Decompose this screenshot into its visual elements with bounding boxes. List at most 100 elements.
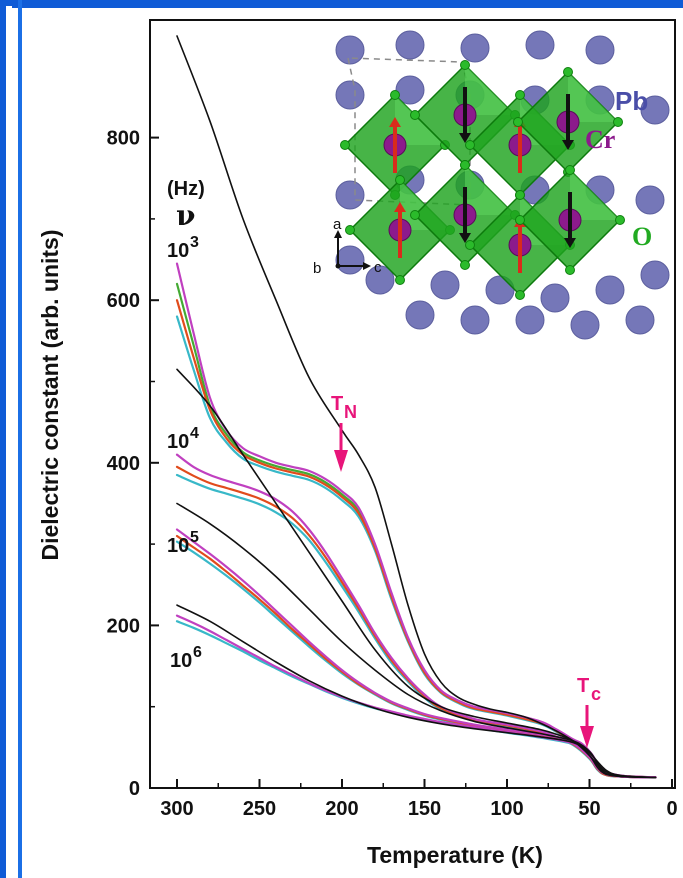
y-tick-label: 800 [107,128,140,150]
spin-down-arrow-icon [459,233,471,243]
o-atom [515,215,525,225]
pb-atom [515,305,545,335]
pb-atom [625,305,655,335]
spin-down-arrow-icon [562,140,574,150]
o-atom [460,260,470,270]
plot-area: 0 200 400 600 800 300 250 200 150 100 50 0 [107,19,678,820]
o-atom [390,90,400,100]
pb-atom [635,185,665,215]
spin-down-arrow-icon [564,238,576,248]
o-atom [565,265,575,275]
pb-atom [460,305,490,335]
spin-up-arrow-icon [389,117,401,127]
frequency-base: 10 [167,535,189,557]
pb-atom [335,80,365,110]
pb-atom [570,310,600,340]
frequency-header: (Hz) [167,178,205,200]
pb-label: Pb [615,86,648,116]
x-tick-label: 0 [666,798,677,820]
series-line-10e3-5 [175,299,657,779]
frequency-exponent: 3 [190,234,199,251]
spin-down-arrow-icon [459,133,471,143]
inset-crystal-structure: Pb Cr O a b c [313,30,670,348]
frequency-exponent: 4 [190,425,199,442]
pb-atom [525,30,555,60]
series-line-10e3-8 [175,262,657,779]
pb-atom [585,35,615,65]
series-line-10e4-13 [176,368,657,779]
y-tick-label: 600 [107,290,140,312]
perovskite-lattice-icon [335,30,670,340]
o-atom [513,117,523,127]
frame-edge [18,0,22,878]
series-line-10e6-15 [176,604,657,779]
o-atom [615,215,625,225]
octahedron-face [465,165,515,215]
tn-subscript: N [344,402,357,422]
octahedron-face [568,72,618,122]
frequency-label-10e4: 10 4 [167,425,199,453]
o-atom [345,225,355,235]
tc-annotation: T c [577,675,601,748]
series-line-10e4-9 [175,453,657,779]
frequency-label-10e5: 10 5 [167,529,199,557]
tn-annotation: T N [331,393,357,472]
frequency-base: 10 [167,240,189,262]
pb-atom [365,265,395,295]
x-tick-label: 50 [578,798,600,820]
x-axis-label: Temperature (K) [367,842,543,868]
spin-up-arrow-icon [394,202,406,212]
o-atom [460,160,470,170]
o-atom [565,165,575,175]
pb-atom [335,245,365,275]
series-line-10e3-0 [175,315,657,779]
pb-atom [395,30,425,60]
o-atom [465,140,475,150]
frequency-exponent: 6 [193,644,202,661]
o-atom [563,67,573,77]
frequency-label-10e3: 10 3 [167,234,199,262]
pb-atom [460,33,490,63]
y-tick-label: 200 [107,615,140,637]
o-atom [410,210,420,220]
x-tick-label: 150 [408,798,441,820]
tc-label: T [577,675,589,697]
series-line-10e5-14 [176,502,657,779]
frequency-legend: (Hz) ν [167,178,205,232]
pb-atom [335,180,365,210]
y-axis-label-group: Dielectric constant (arb. units) [37,229,63,560]
axis-a-label: a [333,216,342,233]
pb-atom [595,275,625,305]
axis-c-label: c [374,259,382,276]
pb-atom [335,35,365,65]
axis-b-point [335,263,341,269]
pb-atom [640,95,670,125]
o-atom [340,140,350,150]
axis-a-arrow-icon [334,230,342,238]
frequency-base: 10 [170,650,192,672]
frequency-label-10e6: 10 6 [170,644,202,672]
o-atom [465,240,475,250]
octahedron-face [465,65,515,115]
plot-frame [149,19,676,789]
cr-label: Cr [585,125,615,154]
o-atom [410,110,420,120]
series-line-10e3-4 [175,282,657,779]
frequency-exponent: 5 [190,529,199,546]
octahedron-face [570,170,620,220]
x-tick-label: 250 [243,798,276,820]
y-tick-label: 400 [107,453,140,475]
y-axis-label: Dielectric constant (arb. units) [37,229,63,560]
o-atom [395,275,405,285]
pb-atom [405,300,435,330]
o-atom [460,60,470,70]
o-atom [515,90,525,100]
tn-label: T [331,393,343,415]
o-atom [515,190,525,200]
tc-subscript: c [591,684,601,704]
tc-arrow-icon [580,726,594,748]
pb-atom [430,270,460,300]
x-tick-label: 200 [325,798,358,820]
tn-arrow-icon [334,450,348,472]
